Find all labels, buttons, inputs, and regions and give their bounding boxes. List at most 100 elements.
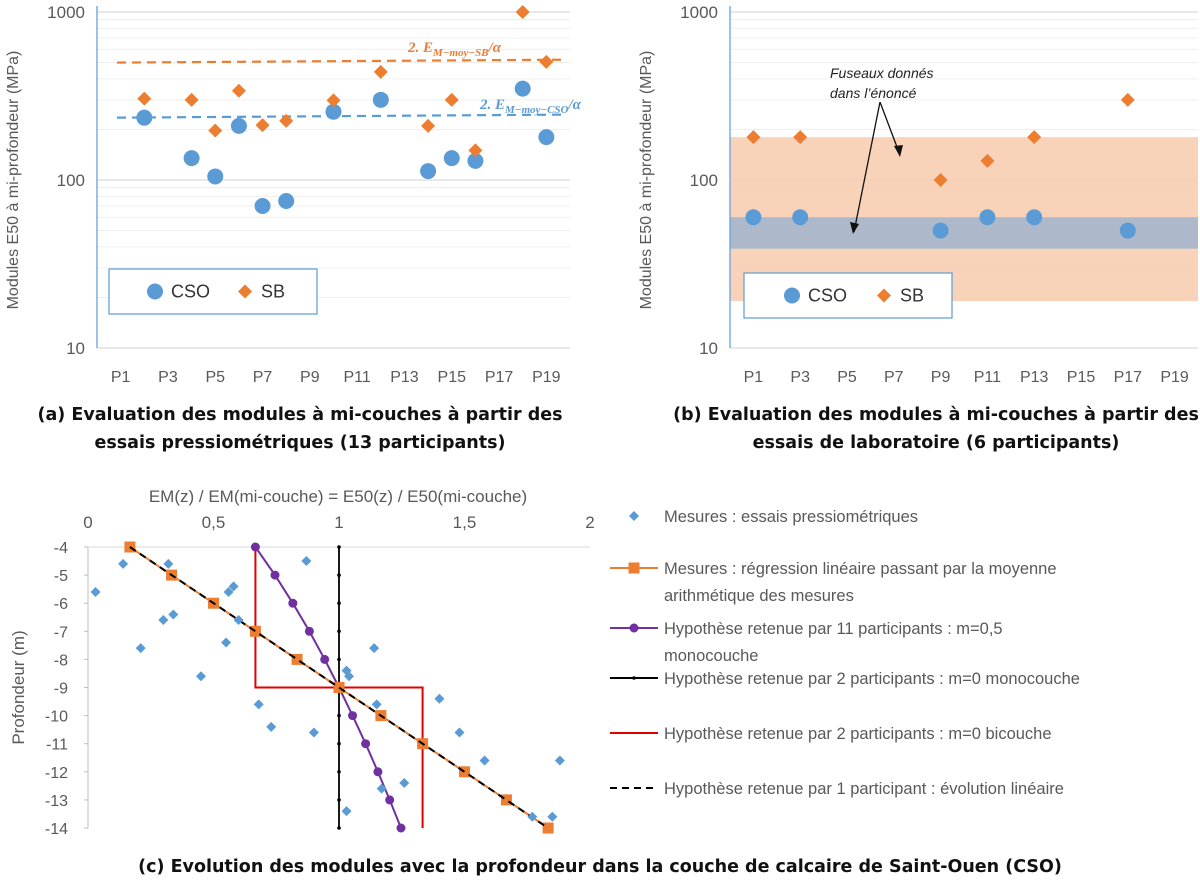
panel-c-y-tick-label: -4 — [54, 540, 68, 557]
panel-c-point-m05-monocouche — [320, 654, 330, 664]
panel-b-point-sb — [793, 130, 808, 145]
panel-b-caption: (b) Evaluation des modules à mi-couches … — [673, 405, 1199, 453]
panel-a-point-cso — [278, 192, 295, 209]
panel-a-x-tick-label: P9 — [300, 369, 320, 386]
panel-a-series-sb — [137, 5, 554, 158]
panel-b: 10 100 1000 P1 P3 P5 P7 P9 P11 P13 P15 P17 P19 Module… — [638, 3, 1199, 453]
panel-c-point-pressiometric-measures — [253, 699, 264, 710]
panel-b-legend: CSO SB — [743, 272, 953, 319]
panel-a-point-cso — [420, 163, 437, 180]
panel-b-annotation-line: dans l’énoncé — [830, 85, 917, 101]
panel-b-series-cso — [745, 209, 1136, 239]
panel-a-point-sb — [515, 5, 530, 19]
panel-c-y-tick-label: -12 — [45, 765, 68, 782]
panel-a-legend-marker-cso — [147, 283, 163, 300]
panel-c-point-linear-regression — [542, 822, 554, 834]
panel-c-point-pressiometric-measures — [135, 643, 146, 654]
panel-c-point-m05-monocouche — [348, 711, 358, 721]
panel-a-legend-label-cso: CSO — [171, 282, 210, 302]
panel-b-point-cso — [1026, 209, 1043, 226]
panel-a-point-sb — [468, 143, 483, 158]
panel-b-x-tick-label: P9 — [931, 369, 951, 386]
panel-a-point-sb — [231, 83, 246, 98]
panel-a-reference-label-sb: 2. EM−moy−SB/α — [407, 40, 502, 59]
panel-c: 0 0,5 1 1,5 2 EM(z) / EM(mi-couche) = E50(z) … — [9, 487, 1080, 877]
panel-c-point-pressiometric-measures — [301, 556, 312, 567]
panel-a-point-cso — [325, 103, 342, 120]
panel-a-caption-line: (a) Evaluation des modules à mi-couches … — [37, 405, 562, 425]
panel-b-y-tick-label: 100 — [690, 171, 718, 190]
panel-b-point-sb — [980, 153, 995, 168]
panel-b-x-tick-labels: P1 P3 P5 P7 P9 P11 P13 P15 P17 P19 — [744, 369, 1189, 386]
panel-c-point-linear-regression — [249, 625, 261, 637]
panel-b-x-tick-label: P17 — [1114, 369, 1143, 386]
panel-a-point-cso — [254, 198, 271, 215]
panel-c-x-tick-label: 1,5 — [453, 513, 477, 532]
panel-a-point-cso — [443, 150, 460, 167]
panel-b-legend-label-sb: SB — [900, 286, 924, 306]
panel-b-legend-box — [743, 272, 953, 319]
panel-a-point-cso — [467, 152, 484, 169]
panel-c-point-pressiometric-measures — [554, 755, 565, 766]
panel-b-legend-marker-cso — [784, 287, 800, 304]
panel-c-point-m0-monocouche — [337, 601, 341, 605]
panel-c-point-pressiometric-measures — [371, 699, 382, 710]
panel-b-x-tick-label: P7 — [884, 369, 904, 386]
panel-c-point-m05-monocouche — [373, 767, 383, 777]
panel-a-point-sb — [255, 118, 270, 133]
panel-b-point-sb — [933, 173, 948, 187]
panel-a-point-cso — [514, 80, 531, 97]
panel-b-x-tick-label: P13 — [1020, 369, 1049, 386]
panel-c-caption: (c) Evolution des modules avec la profon… — [138, 857, 1062, 877]
panel-c-point-pressiometric-measures — [168, 609, 179, 620]
panel-a-y-axis-label: Modules E50 à mi-profondeur (MPa) — [5, 51, 22, 310]
panel-c-y-tick-label: -7 — [54, 624, 68, 641]
panel-c-point-linear-regression — [291, 653, 303, 665]
panel-a-y-tick-label: 100 — [57, 171, 85, 190]
panel-c-point-linear-regression — [124, 541, 136, 553]
panel-c-point-m05-monocouche — [304, 626, 314, 636]
panel-c-legend-marker-m05-monocouche — [629, 623, 639, 633]
panel-b-point-sb — [1027, 130, 1042, 145]
panel-c-x-tick-label: 0,5 — [202, 513, 226, 532]
panel-c-point-pressiometric-measures — [341, 806, 352, 817]
panel-a-legend-label-sb: SB — [261, 282, 285, 302]
panel-c-point-m0-monocouche — [337, 798, 341, 802]
panel-c-legend-marker-pressiometric-measures — [629, 511, 639, 521]
panel-c-point-m05-monocouche — [288, 598, 298, 608]
panel-b-annotation-arrowhead-sb — [894, 145, 903, 157]
panel-c-legend-label-pressiometric-measures: Mesures : essais pressiométriques — [664, 508, 918, 526]
panel-a-point-sb — [137, 91, 152, 106]
panel-a-x-tick-label: P7 — [253, 369, 273, 386]
panel-c-point-m0-monocouche — [337, 545, 341, 549]
panel-a-point-sb — [326, 93, 341, 108]
panel-b-band-cso — [730, 217, 1198, 249]
panel-b-legend-marker-sb — [877, 288, 891, 303]
panel-c-point-pressiometric-measures — [233, 615, 244, 626]
panel-c-point-pressiometric-measures — [527, 811, 538, 822]
panel-c-point-m05-monocouche — [396, 823, 406, 833]
panel-a-point-sb — [373, 64, 388, 79]
panel-c-legend: Mesures : essais pressiométriques Mesures… — [610, 508, 1080, 798]
panel-b-x-tick-label: P1 — [744, 369, 764, 386]
panel-b-legend-label-cso: CSO — [808, 286, 847, 306]
panel-c-point-pressiometric-measures — [228, 581, 239, 592]
panel-b-point-cso — [1119, 222, 1136, 239]
panel-a-point-sb — [421, 118, 436, 133]
panel-c-point-m05-monocouche — [270, 570, 280, 580]
panel-b-y-tick-labels: 10 100 1000 — [680, 3, 718, 358]
panel-c-point-m0-monocouche — [337, 826, 341, 830]
panel-a-x-tick-label: P11 — [344, 369, 371, 386]
panel-a-point-cso — [136, 109, 153, 126]
panel-b-point-cso — [745, 209, 762, 226]
panel-c-point-m0-monocouche — [337, 657, 341, 662]
panel-c-legend-marker-linear-regression — [628, 562, 640, 574]
panel-b-annotation-arrow-cso — [853, 101, 881, 233]
panel-c-y-tick-label: -10 — [45, 709, 68, 726]
panel-a: 10 100 1000 P1 P3 P5 P7 P9 P11 P13 P15 P17 P19 Module… — [5, 3, 582, 453]
panel-c-y-tick-label: -14 — [45, 821, 68, 838]
panel-a-point-cso — [183, 150, 200, 167]
panel-c-point-m05-monocouche — [361, 739, 371, 749]
panel-a-x-tick-label: P5 — [205, 369, 225, 386]
panel-c-legend-label-linear-regression: arithmétique des mesures — [664, 587, 854, 605]
